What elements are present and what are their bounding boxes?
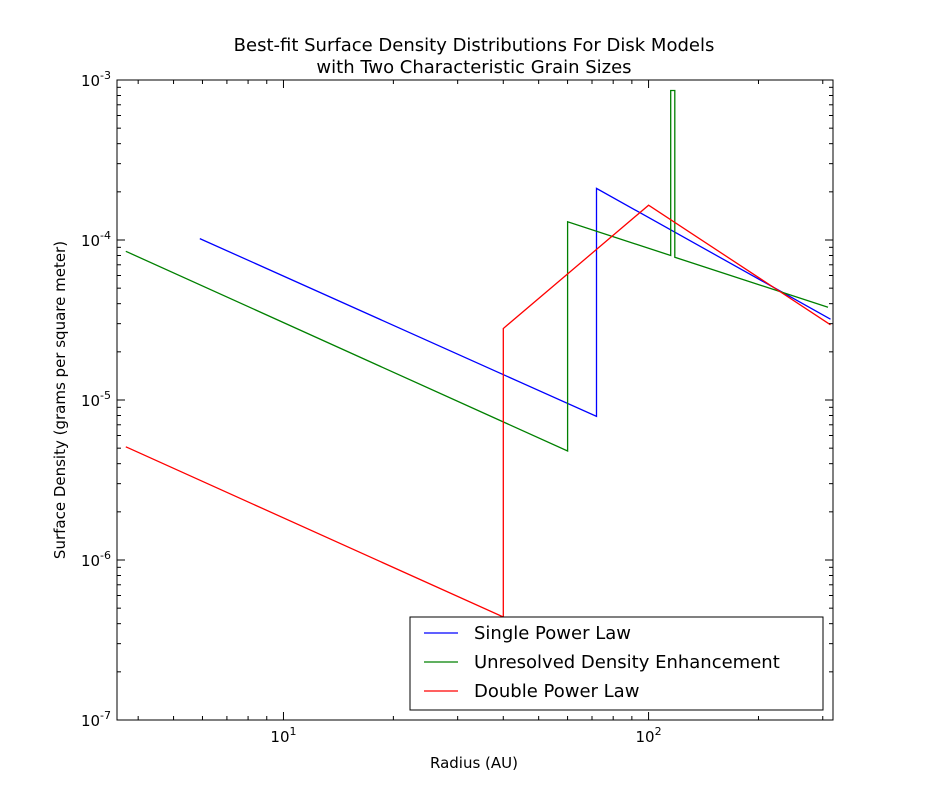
chart-title-line-1: Best-fit Surface Density Distributions F… xyxy=(234,35,715,56)
series-layer xyxy=(125,89,831,619)
legend-label-double-power-law: Double Power Law xyxy=(474,681,639,702)
y-tick-label-3: 10-4 xyxy=(81,229,111,250)
series-line-2 xyxy=(125,204,831,619)
y-tick-label-1: 10-6 xyxy=(81,549,111,570)
y-tick-label-0: 10-7 xyxy=(81,709,111,730)
legend-label-unresolved-density-enhancement: Unresolved Density Enhancement xyxy=(474,652,780,673)
series-line-0 xyxy=(199,187,831,418)
plot-frame xyxy=(116,79,834,721)
y-axis-label: Surface Density (grams per square meter) xyxy=(51,241,69,559)
series-line-1 xyxy=(125,89,829,453)
chart-title-line-2: with Two Characteristic Grain Sizes xyxy=(316,57,631,78)
y-tick-label-4: 10-3 xyxy=(81,69,111,90)
legend-box xyxy=(409,616,824,711)
legend: Single Power Law Unresolved Density Enha… xyxy=(409,616,824,711)
x-axis-label: Radius (AU) xyxy=(430,754,518,772)
x-tick-label-1: 102 xyxy=(636,725,662,746)
x-tick-label-0: 101 xyxy=(270,725,296,746)
legend-label-single-power-law: Single Power Law xyxy=(474,623,631,644)
y-tick-label-2: 10-5 xyxy=(81,389,111,410)
